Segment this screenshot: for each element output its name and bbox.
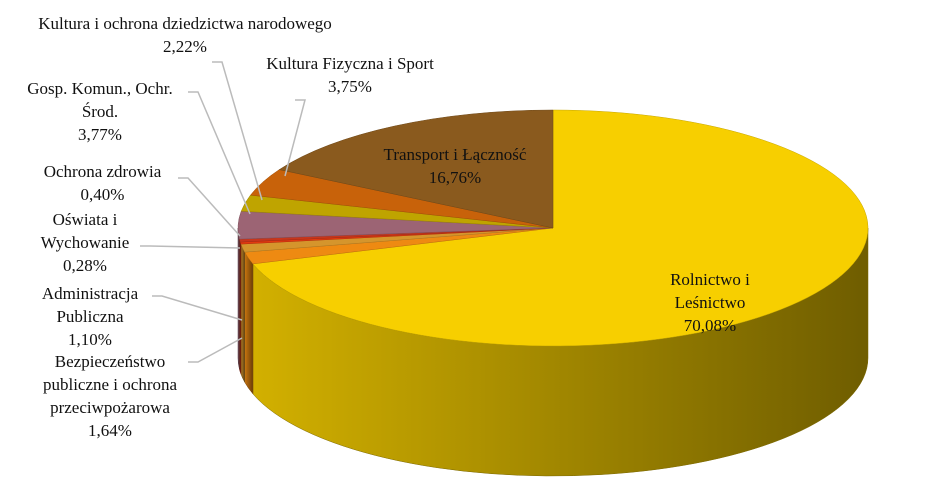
- slice: [278, 109, 554, 229]
- slice: [252, 109, 869, 347]
- category: Administracja Publiczna: [41, 284, 139, 326]
- slice-label: Oświata i Wychowanie 0,28%: [25, 208, 145, 277]
- slice-side: [244, 251, 254, 395]
- leader-line: [140, 245, 241, 249]
- category: Ochrona zdrowia: [43, 162, 162, 181]
- slice-side: [237, 227, 240, 370]
- category: Oświata i Wychowanie: [40, 210, 130, 252]
- slice-label: Transport i Łączność 16,76%: [360, 143, 550, 189]
- leader-line: [188, 337, 243, 363]
- slice-label: Rolnictwo i Leśnictwo 70,08%: [645, 268, 775, 337]
- slice-label: Bezpieczeństwo publiczne i ochrona przec…: [20, 350, 200, 442]
- category: Bezpieczeństwo publiczne i ochrona przec…: [42, 352, 178, 417]
- value-label: 16,76%: [428, 168, 482, 187]
- slice-label: Ochrona zdrowia 0,40%: [20, 160, 185, 206]
- value-label: 1,64%: [88, 421, 132, 440]
- value-label: 3,77%: [78, 125, 122, 144]
- leader-line: [188, 91, 251, 215]
- value-label: 3,75%: [328, 77, 372, 96]
- value-label: 1,10%: [68, 330, 112, 349]
- category: Kultura Fizyczna i Sport: [266, 54, 434, 73]
- leader-line: [152, 295, 243, 321]
- category: Transport i Łączność: [383, 145, 527, 164]
- leader-line: [284, 99, 306, 177]
- slice-side: [240, 244, 245, 384]
- category: Kultura i ochrona dziedzictwa narodowego: [38, 14, 332, 33]
- slice-label: Kultura i ochrona dziedzictwa narodowego…: [0, 12, 370, 58]
- leader-line: [212, 61, 263, 201]
- slice-label: Administracja Publiczna 1,10%: [25, 282, 155, 351]
- slice-label: Kultura Fizyczna i Sport 3,75%: [240, 52, 460, 98]
- value-label: 2,22%: [163, 37, 207, 56]
- leader-line: [178, 177, 241, 237]
- slice-label: Gosp. Komun., Ochr. Środ. 3,77%: [15, 77, 185, 146]
- value-label: 0,40%: [80, 185, 125, 204]
- value-label: 0,28%: [63, 256, 107, 275]
- category: Rolnictwo i Leśnictwo: [670, 270, 750, 312]
- category: Gosp. Komun., Ochr. Środ.: [27, 79, 173, 121]
- value-label: 70,08%: [683, 316, 737, 335]
